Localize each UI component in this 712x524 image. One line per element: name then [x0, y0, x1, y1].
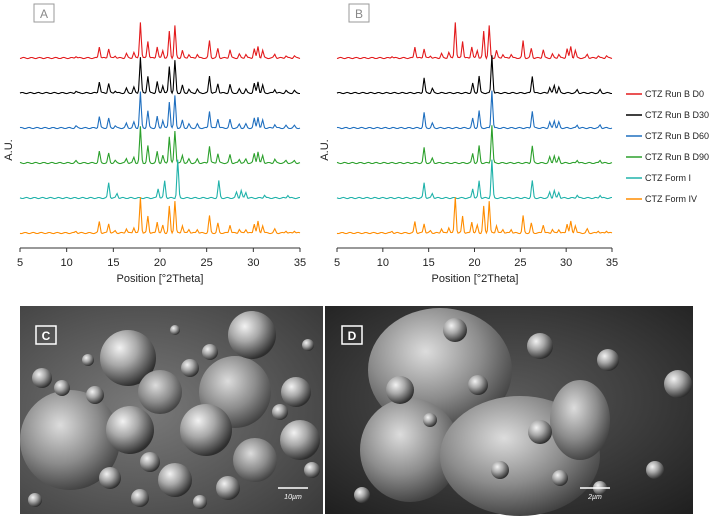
x-tick-label: 20	[468, 257, 480, 269]
legend-label: CTZ Form I	[645, 173, 691, 183]
series-line	[336, 22, 613, 60]
series-line	[336, 125, 613, 165]
panel-label-box	[348, 3, 370, 23]
legend-label: CTZ Form IV	[645, 194, 697, 204]
panel-label: D	[348, 329, 357, 343]
x-tick-label: 15	[423, 257, 435, 269]
series-line	[336, 90, 613, 130]
scale-bar-label: 10µm	[284, 494, 302, 501]
plot-area	[19, 22, 301, 235]
legend-label: CTZ Run B D90	[645, 152, 709, 162]
x-tick-label: 10	[377, 257, 389, 269]
series-line	[336, 55, 612, 95]
x-tick-label: 5	[334, 257, 340, 269]
x-tick-label: 30	[247, 257, 259, 269]
series-line	[19, 197, 301, 235]
x-tick-label: 25	[514, 257, 526, 269]
y-axis-label: A.U.	[3, 139, 15, 160]
x-tick-label: 35	[606, 257, 618, 269]
panel-label-box	[341, 325, 363, 345]
sem-micrograph-c: C 10µm	[20, 306, 323, 514]
series-line	[19, 57, 300, 95]
series-line	[19, 126, 301, 165]
x-tick-label: 30	[560, 257, 572, 269]
x-tick-label: 5	[17, 257, 23, 269]
xrd-panel-a: A 5 10 15 20 25 30 35 Position [°2Theta] A.U.	[3, 3, 306, 285]
series-line	[19, 159, 300, 200]
particles	[354, 308, 692, 516]
particles	[20, 311, 320, 509]
plot-area	[336, 22, 613, 235]
x-axis-label: Position [°2Theta]	[117, 273, 204, 285]
x-tick-label: 20	[154, 257, 166, 269]
panel-label: A	[40, 7, 48, 21]
sem-micrograph-d: D 2µm	[325, 306, 693, 516]
panel-label-box	[35, 325, 57, 345]
y-axis-label: A.U.	[319, 139, 331, 160]
x-axis-label: Position [°2Theta]	[432, 273, 519, 285]
x-tick-label: 25	[201, 257, 213, 269]
series-line	[19, 22, 301, 60]
xrd-panel-b: B 5 10 15 20 25 30 35 Position [°2Theta] A.U.	[319, 3, 618, 285]
x-tick-label: 15	[107, 257, 119, 269]
series-line	[336, 197, 613, 235]
x-axis-ticks: 5 10 15 20 25 30 35	[17, 248, 306, 269]
legend-label: CTZ Run B D60	[645, 131, 709, 141]
panel-label: C	[42, 329, 51, 343]
legend: CTZ Run B D0 CTZ Run B D30 CTZ Run B D60 CT…	[626, 89, 709, 204]
panel-label: B	[355, 7, 363, 21]
legend-label: CTZ Run B D0	[645, 89, 704, 99]
legend-label: CTZ Run B D30	[645, 110, 709, 120]
x-tick-label: 10	[61, 257, 73, 269]
scale-bar-label: 2µm	[587, 494, 602, 501]
series-line	[336, 159, 612, 200]
panel-label-box	[33, 3, 55, 23]
x-axis-ticks: 5 10 15 20 25 30 35	[334, 248, 618, 269]
x-tick-label: 35	[294, 257, 306, 269]
series-line	[19, 91, 301, 130]
